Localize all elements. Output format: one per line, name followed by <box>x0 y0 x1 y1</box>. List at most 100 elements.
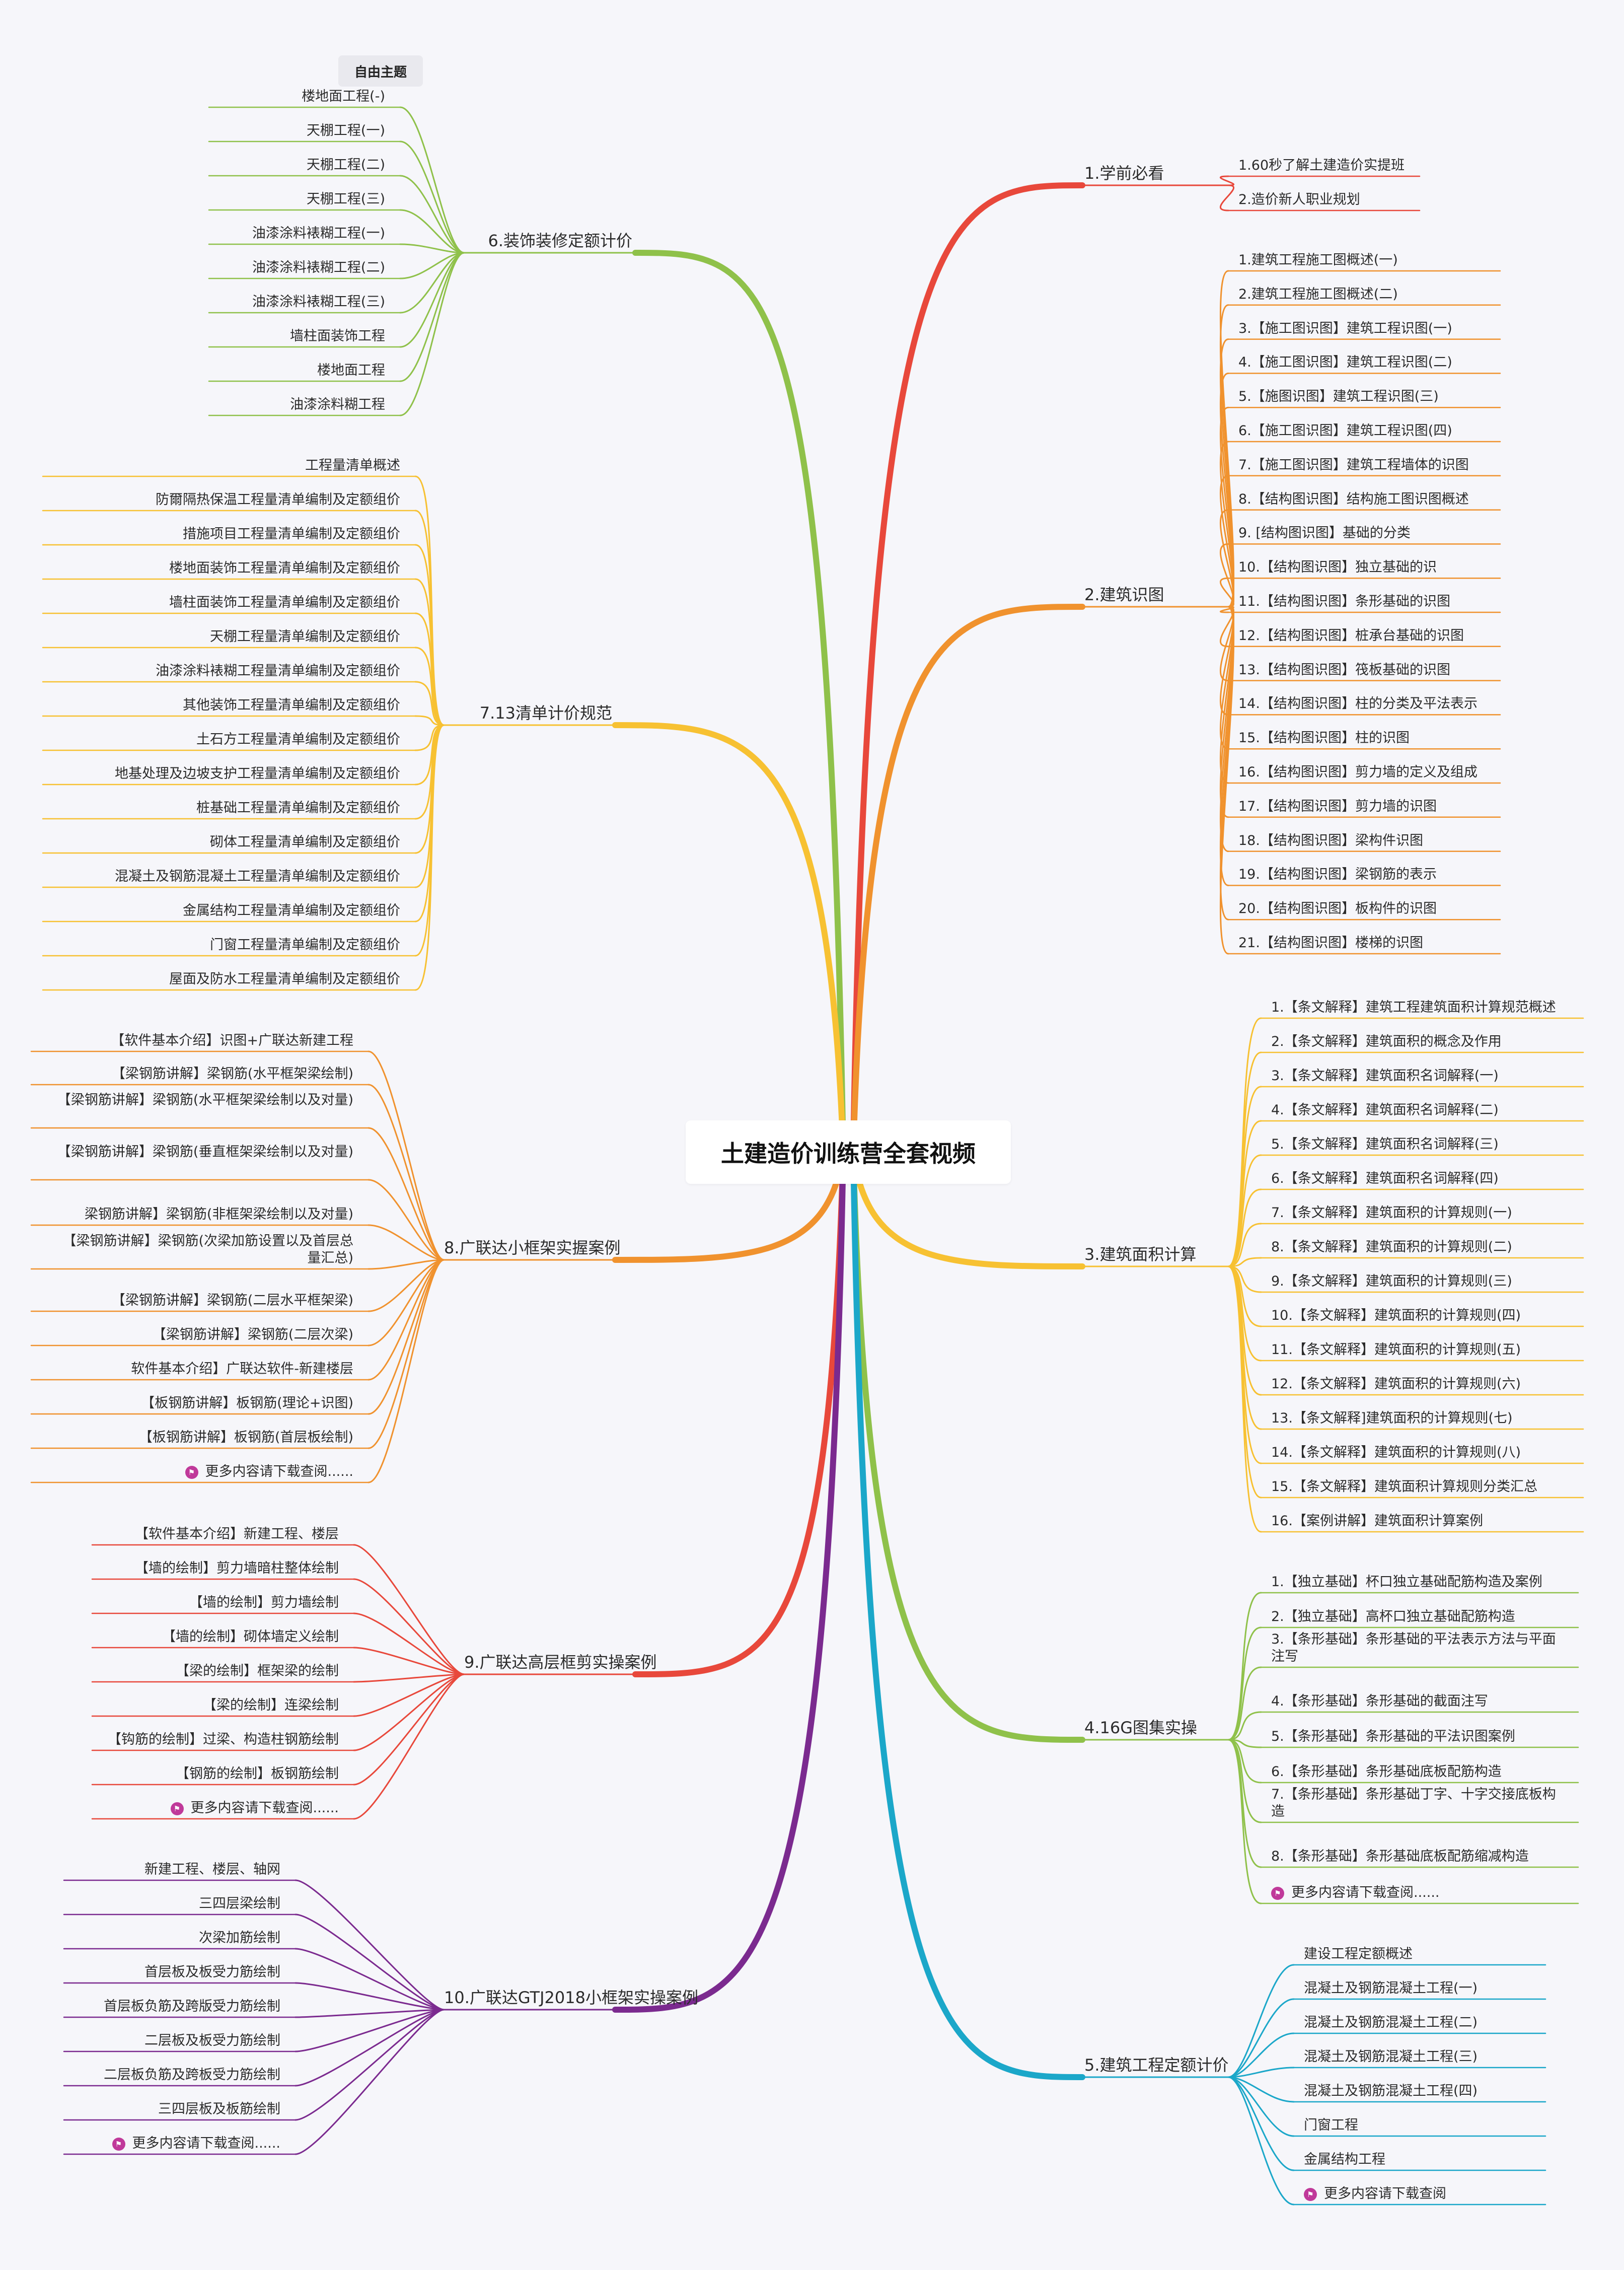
child-topic[interactable]: 2.建筑工程施工图概述(二) <box>1238 286 1398 302</box>
child-topic[interactable]: 1.【条文解释】建筑工程建筑面积计算规范概述 <box>1271 1000 1556 1015</box>
child-topic[interactable]: 楼地面装饰工程量清单编制及定额组价 <box>169 560 400 576</box>
child-topic[interactable]: 墙柱面装饰工程 <box>290 328 385 344</box>
child-topic[interactable]: 7.【条文解释】建筑面积的计算规则(一) <box>1271 1205 1512 1221</box>
child-topic[interactable]: 二层板及板受力筋绘制 <box>144 2033 280 2048</box>
child-topic[interactable]: 1.60秒了解土建造价实提班 <box>1238 158 1405 173</box>
child-topic[interactable]: 7.【条形基础】条形基础丁字、十字交接底板构造 <box>1271 1787 1556 1819</box>
child-topic[interactable]: 9.【条文解释】建筑面积的计算规则(三) <box>1271 1273 1512 1289</box>
child-topic[interactable]: 【软件基本介绍】新建工程、楼层 <box>135 1526 339 1542</box>
child-topic[interactable]: 16.【结构图识图】剪力墙的定义及组成 <box>1238 764 1478 780</box>
child-topic[interactable]: 【梁钢筋讲解】梁钢筋(二层水平框架梁) <box>111 1293 353 1308</box>
child-topic[interactable]: 混凝土及钢筋混凝土工程(二) <box>1304 2015 1478 2030</box>
child-topic[interactable]: 首层板及板受力筋绘制 <box>144 1964 280 1980</box>
child-topic[interactable]: 10.【条文解释】建筑面积的计算规则(四) <box>1271 1308 1521 1323</box>
child-topic[interactable]: 4.【条形基础】条形基础的截面注写 <box>1271 1693 1488 1709</box>
child-topic[interactable]: 油漆涂料裱糊工程(一) <box>252 226 385 241</box>
child-topic[interactable]: 11.【结构图识图】条形基础的识图 <box>1238 594 1450 609</box>
child-topic[interactable]: 【梁钢筋讲解】梁钢筋(二层次梁) <box>152 1327 353 1342</box>
child-topic[interactable]: 三四层板及板筋绘制 <box>158 2101 280 2117</box>
child-topic[interactable]: 混凝土及钢筋混凝土工程(三) <box>1304 2049 1478 2065</box>
child-topic[interactable]: 金属结构工程 <box>1304 2152 1385 2167</box>
child-topic[interactable]: 6.【施工图识图】建筑工程识图(四) <box>1238 423 1452 439</box>
child-topic[interactable]: 13.【结构图识图】筏板基础的识图 <box>1238 662 1450 678</box>
child-topic[interactable]: 【梁的绘制】框架梁的绘制 <box>176 1663 339 1679</box>
child-topic[interactable]: 20.【结构图识图】板构件的识图 <box>1238 901 1437 917</box>
child-topic[interactable]: 【板钢筋讲解】板钢筋(首层板绘制) <box>138 1430 353 1445</box>
child-topic[interactable]: 1.建筑工程施工图概述(一) <box>1238 252 1398 268</box>
child-topic[interactable]: 门窗工程 <box>1304 2117 1358 2133</box>
child-topic[interactable]: 【梁钢筋讲解】梁钢筋(水平框架梁绘制以及对量) <box>57 1092 353 1108</box>
child-topic[interactable]: 19.【结构图识图】梁钢筋的表示 <box>1238 867 1437 883</box>
child-topic[interactable]: 【墙的绘制】剪力墙绘制 <box>189 1595 339 1610</box>
child-topic[interactable]: 3.【施工图识图】建筑工程识图(一) <box>1238 320 1452 336</box>
child-topic[interactable]: 桩基础工程量清单编制及定额组价 <box>196 800 400 816</box>
child-topic[interactable]: 油漆涂料裱糊工程(二) <box>252 260 385 275</box>
child-topic[interactable]: 2.【独立基础】高杯口独立基础配筋构造 <box>1271 1609 1515 1624</box>
child-topic[interactable]: 混凝土及钢筋混凝土工程(四) <box>1304 2083 1478 2099</box>
child-topic[interactable]: 软件基本介绍】广联达软件-新建楼层 <box>131 1361 353 1377</box>
child-topic[interactable]: 首层板负筋及跨版受力筋绘制 <box>104 1999 280 2014</box>
branch-topic[interactable]: 9.广联达高层框剪实操案例 <box>464 1653 657 1672</box>
child-topic[interactable]: 混凝土及钢筋混凝土工程量清单编制及定额组价 <box>115 869 400 884</box>
child-topic[interactable]: 次梁加筋绘制 <box>199 1930 280 1946</box>
child-topic[interactable]: 14.【条文解释】建筑面积的计算规则(八) <box>1271 1445 1521 1460</box>
child-topic[interactable]: 18.【结构图识图】梁构件识图 <box>1238 832 1423 848</box>
child-topic[interactable]: 天棚工程(三) <box>306 191 385 207</box>
child-topic[interactable]: 6.【条文解释】建筑面积名词解释(四) <box>1271 1171 1499 1186</box>
child-topic[interactable]: 建设工程定额概述 <box>1304 1946 1413 1962</box>
child-topic[interactable]: 11.【条文解释】建筑面积的计算规则(五) <box>1271 1342 1521 1358</box>
child-topic[interactable]: 5.【条形基础】条形基础的平法识图案例 <box>1271 1729 1515 1744</box>
child-topic[interactable]: 天棚工程(二) <box>306 157 385 173</box>
branch-topic[interactable]: 10.广联达GTJ2018小框架实操案例 <box>444 1988 698 2007</box>
child-topic[interactable]: 8.【结构图识图】结构施工图识图概述 <box>1238 491 1469 507</box>
child-topic[interactable]: 8.【条形基础】条形基础底板配筋缩减构造 <box>1271 1849 1529 1864</box>
branch-topic[interactable]: 1.学前必看 <box>1084 164 1164 183</box>
child-topic[interactable]: 5.【条文解释】建筑面积名词解释(三) <box>1271 1137 1499 1152</box>
branch-topic[interactable]: 2.建筑识图 <box>1084 585 1164 604</box>
child-topic[interactable]: 【墙的绘制】砌体墙定义绘制 <box>162 1629 339 1645</box>
child-topic[interactable]: 梁钢筋讲解】梁钢筋(非框架梁绘制以及对量) <box>84 1207 353 1222</box>
child-topic[interactable]: 4.【条文解释】建筑面积名词解释(二) <box>1271 1102 1499 1118</box>
child-topic[interactable]: 土石方工程量清单编制及定额组价 <box>196 732 400 747</box>
child-topic[interactable]: 【软件基本介绍】识图+广联达新建工程 <box>111 1033 353 1048</box>
branch-topic[interactable]: 4.16G图集实操 <box>1084 1718 1198 1737</box>
child-topic[interactable]: 【墙的绘制】剪力墙暗柱整体绘制 <box>135 1560 339 1576</box>
child-topic[interactable]: 楼地面工程 <box>317 363 385 378</box>
more-content-item[interactable]: ⚑ 更多内容请下载查阅...... <box>1271 1884 1440 1901</box>
branch-topic[interactable]: 7.13清单计价规范 <box>479 703 612 723</box>
free-topic[interactable]: 自由主题 <box>338 55 423 87</box>
child-topic[interactable]: 天棚工程量清单编制及定额组价 <box>210 629 400 645</box>
child-topic[interactable]: 门窗工程量清单编制及定额组价 <box>210 937 400 953</box>
child-topic[interactable]: 7.【施工图识图】建筑工程墙体的识图 <box>1238 457 1469 473</box>
child-topic[interactable]: 天棚工程(一) <box>306 123 385 138</box>
child-topic[interactable]: 其他装饰工程量清单编制及定额组价 <box>183 697 400 713</box>
child-topic[interactable]: 4.【施工图识图】建筑工程识图(二) <box>1238 354 1452 371</box>
child-topic[interactable]: 【板钢筋讲解】板钢筋(理论+识图) <box>141 1395 353 1411</box>
child-topic[interactable]: 10.【结构图识图】独立基础的识 <box>1238 559 1437 576</box>
child-topic[interactable]: 油漆涂料糊工程 <box>290 397 385 412</box>
branch-topic[interactable]: 5.建筑工程定额计价 <box>1084 2055 1229 2075</box>
child-topic[interactable]: 9. [结构图识图】基础的分类 <box>1238 525 1411 541</box>
child-topic[interactable]: 3.【条文解释】建筑面积名词解释(一) <box>1271 1068 1499 1084</box>
child-topic[interactable]: 1.【独立基础】杯口独立基础配筋构造及案例 <box>1271 1574 1542 1590</box>
child-topic[interactable]: 砌体工程量清单编制及定额组价 <box>210 834 400 850</box>
child-topic[interactable]: 【梁钢筋讲解】梁钢筋(水平框架梁绘制) <box>111 1066 353 1082</box>
child-topic[interactable]: 防爾隔热保温工程量清单编制及定额组价 <box>156 492 400 508</box>
child-topic[interactable]: 17.【结构图识图】剪力墙的识图 <box>1238 798 1437 814</box>
child-topic[interactable]: 12.【结构图识图】桩承台基础的识图 <box>1238 627 1464 644</box>
child-topic[interactable]: 12.【条文解释】建筑面积的计算规则(六) <box>1271 1376 1521 1392</box>
child-topic[interactable]: 【梁钢筋讲解】梁钢筋(次梁加筋设置以及首层总量汇总) <box>62 1233 353 1266</box>
more-content-item[interactable]: ⚑ 更多内容请下载查阅...... <box>31 1463 353 1480</box>
branch-topic[interactable]: 3.建筑面积计算 <box>1084 1245 1197 1264</box>
child-topic[interactable]: 15.【结构图识图】柱的识图 <box>1238 730 1410 746</box>
child-topic[interactable]: 【钩筋的绘制】过梁、构造柱钢筋绘制 <box>108 1732 339 1747</box>
child-topic[interactable]: 地基处理及边坡支护工程量清单编制及定额组价 <box>115 766 400 782</box>
child-topic[interactable]: 【钢筋的绘制】板钢筋绘制 <box>176 1766 339 1782</box>
child-topic[interactable]: 16.【案例讲解】建筑面积计算案例 <box>1271 1513 1483 1529</box>
child-topic[interactable]: 8.【条文解释】建筑面积的计算规则(二) <box>1271 1239 1512 1255</box>
child-topic[interactable]: 墙柱面装饰工程量清单编制及定额组价 <box>169 595 400 610</box>
child-topic[interactable]: 油漆涂料裱糊工程量清单编制及定额组价 <box>156 663 400 679</box>
child-topic[interactable]: 油漆涂料裱糊工程(三) <box>252 294 385 310</box>
child-topic[interactable]: 6.【条形基础】条形基础底板配筋构造 <box>1271 1764 1502 1780</box>
child-topic[interactable]: 3.【条形基础】条形基础的平法表示方法与平面注写 <box>1271 1631 1556 1664</box>
